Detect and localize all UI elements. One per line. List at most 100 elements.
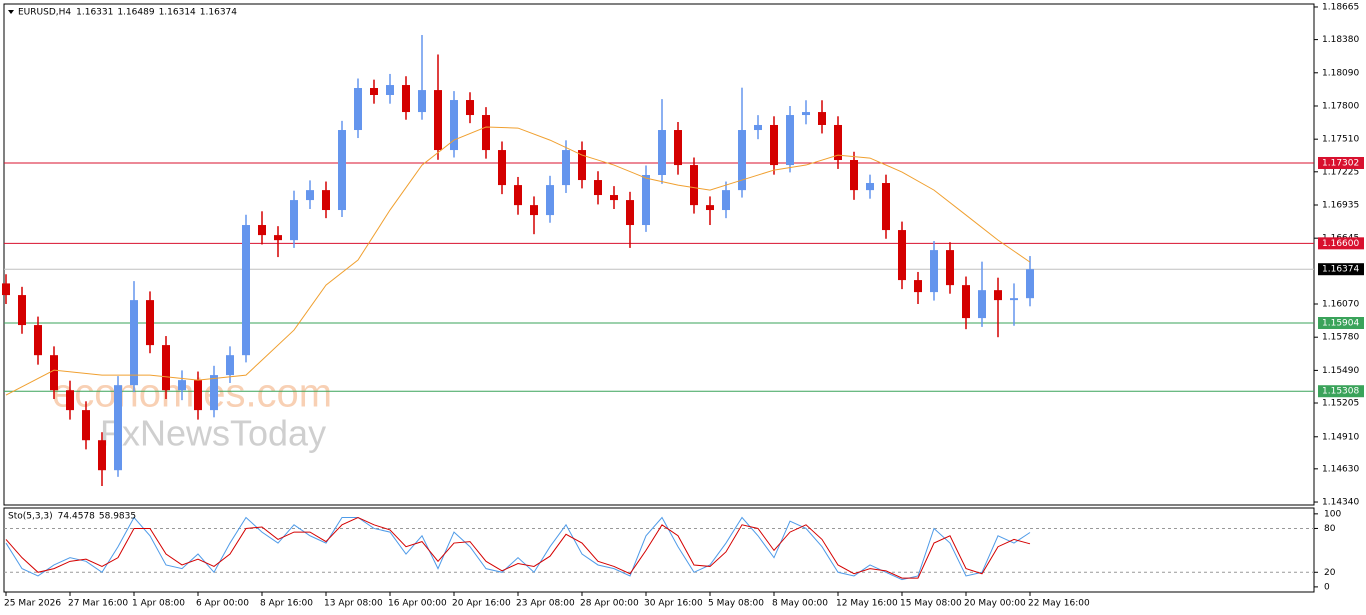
candle-body [114, 385, 122, 471]
candle-body [738, 130, 746, 191]
candle-body [962, 285, 970, 319]
candle-body [258, 225, 266, 236]
x-tick-label: 5 May 08:00 [708, 599, 764, 609]
candle-body [514, 185, 522, 206]
x-tick-label: 28 Apr 00:00 [580, 599, 639, 609]
candle-body [978, 290, 986, 319]
menu-arrow[interactable] [8, 10, 14, 14]
watermark-sub: FxNewsToday [100, 413, 326, 454]
header-value: 1.16331 [76, 8, 113, 18]
header-value: 74.4578 [58, 512, 95, 522]
y-tick-label: 1.17225 [1322, 167, 1359, 177]
candle-body [162, 345, 170, 391]
candle-body [402, 85, 410, 113]
candle-body [626, 200, 634, 226]
x-tick-label: 30 Apr 16:00 [644, 599, 703, 609]
candle-body [1010, 298, 1018, 301]
level-label: 1.15904 [1322, 319, 1359, 329]
level-label-bg [1318, 237, 1364, 250]
main-frame [3, 3, 1315, 506]
header-value: 1.16374 [200, 8, 237, 18]
y-tick-label: 1.18380 [1322, 35, 1359, 45]
candle-body [482, 115, 490, 151]
candle-body [754, 124, 762, 131]
oscillator-line [5, 516, 1031, 581]
candle-body [658, 130, 666, 176]
y-tick-label: 1.14340 [1322, 498, 1359, 508]
candle-body [914, 280, 922, 293]
header-value: 1.16314 [159, 8, 196, 18]
candle-body [418, 90, 426, 113]
x-tick-label: 8 May 00:00 [772, 599, 828, 609]
candle-body [82, 410, 90, 441]
candle-body [98, 440, 106, 471]
x-tick-label: 16 Apr 00:00 [388, 599, 447, 609]
candle-body [194, 380, 202, 411]
candle-body [242, 225, 250, 356]
candle-body [562, 150, 570, 186]
candle-body [370, 88, 378, 95]
x-tick-label: 20 May 00:00 [964, 599, 1026, 609]
y-tick-label: 20 [1324, 568, 1336, 578]
level-label-bg [1318, 385, 1364, 398]
indicator-frame [3, 507, 1315, 593]
candle-body [290, 200, 298, 241]
x-tick-label: 25 Mar 2026 [4, 599, 61, 609]
y-tick-label: 1.15780 [1322, 333, 1359, 343]
candle-body [706, 205, 714, 211]
candle-body [306, 190, 314, 201]
x-tick-label: 20 Apr 16:00 [452, 599, 511, 609]
x-tick-label: 6 Apr 00:00 [196, 599, 249, 609]
x-tick-label: 8 Apr 16:00 [260, 599, 313, 609]
y-tick-label: 0 [1324, 582, 1330, 592]
candle-body [146, 300, 154, 346]
candle-body [130, 300, 138, 386]
x-tick-label: 15 May 08:00 [900, 599, 962, 609]
candle-body [594, 180, 602, 196]
candle-body [34, 325, 42, 356]
y-tick-label: 1.17510 [1322, 135, 1359, 145]
level-label: 1.15308 [1322, 387, 1359, 397]
candle-body [18, 295, 26, 326]
candle-body [338, 130, 346, 211]
level-label-bg [1318, 317, 1364, 330]
candle-body [450, 100, 458, 151]
candle-body [546, 185, 554, 216]
y-tick-label: 1.16070 [1322, 300, 1359, 310]
candle-body [770, 124, 778, 166]
y-tick-label: 1.14910 [1322, 432, 1359, 442]
candle-body [210, 375, 218, 411]
candle-body [274, 235, 282, 241]
y-tick-label: 80 [1324, 524, 1336, 534]
candle-body [50, 355, 58, 391]
candle-body [178, 380, 186, 391]
header-value: 58.9835 [99, 512, 136, 522]
candle-body [786, 115, 794, 166]
level-label: 1.16374 [1322, 265, 1359, 275]
moving-average [5, 126, 1031, 396]
oscillator-line [5, 516, 1031, 579]
candle-body [322, 190, 330, 211]
chart-title: EURUSD,H4 [18, 8, 71, 18]
y-tick-label: 1.14630 [1322, 464, 1359, 474]
header-value: 1.16489 [117, 8, 154, 18]
candle-body [882, 183, 890, 231]
y-tick-label: 1.15490 [1322, 366, 1359, 376]
x-tick-label: 27 Mar 16:00 [68, 599, 128, 609]
candle-body [2, 283, 10, 296]
x-tick-label: 13 Apr 08:00 [324, 599, 383, 609]
candle-body [850, 160, 858, 191]
candle-body [946, 250, 954, 286]
candle-body [610, 195, 618, 201]
x-tick-label: 22 May 16:00 [1028, 599, 1090, 609]
candle-body [690, 165, 698, 206]
x-tick-label: 12 May 16:00 [836, 599, 898, 609]
level-label-bg [1318, 263, 1364, 276]
y-tick-label: 1.17800 [1322, 101, 1359, 111]
x-tick-label: 1 Apr 08:00 [132, 599, 185, 609]
candle-body [818, 112, 826, 125]
candle-body [674, 130, 682, 166]
candle-body [578, 150, 586, 181]
x-tick-label: 23 Apr 08:00 [516, 599, 575, 609]
